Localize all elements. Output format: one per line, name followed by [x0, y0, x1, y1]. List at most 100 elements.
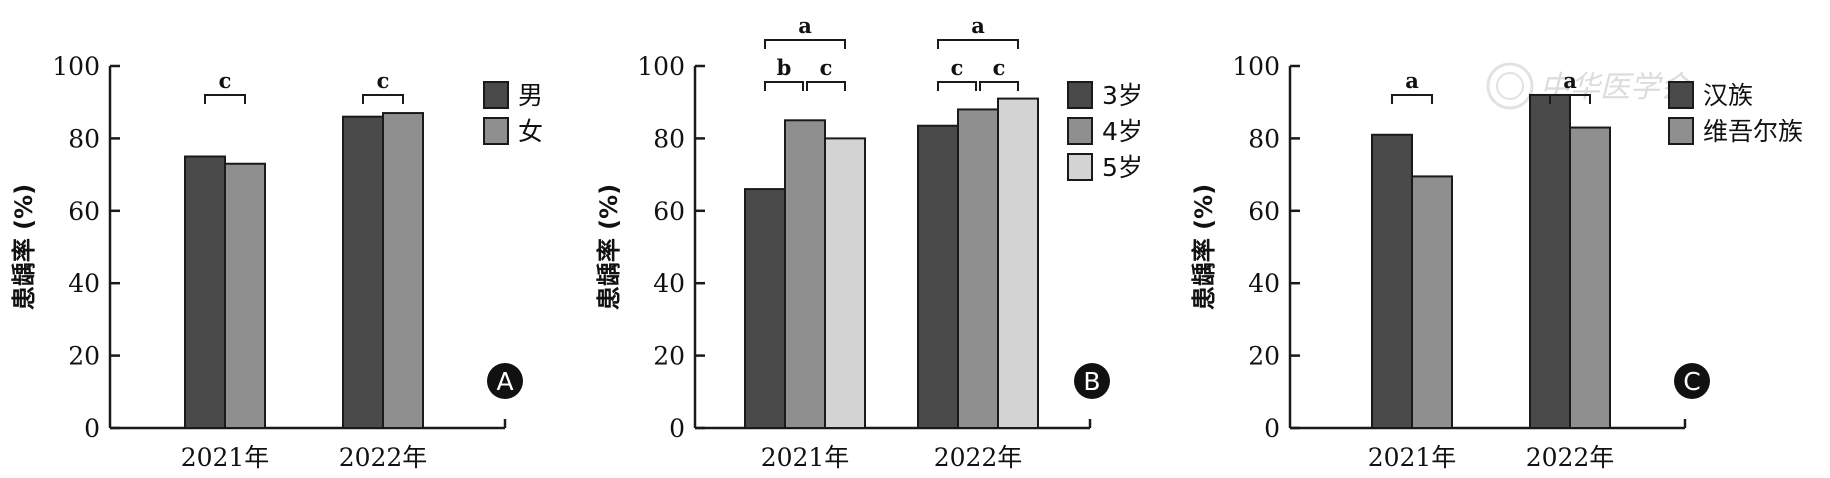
- panels: 0 20 40 60 80 100 患龋率 (%) 2021年 2022年 c c 男女 A 0 20 40 6…: [10, 13, 1803, 472]
- y-tick-label: 100: [1232, 52, 1280, 81]
- panel-badge-label: C: [1683, 367, 1700, 396]
- legend: 男女: [483, 81, 543, 146]
- y-tick-label: 100: [637, 52, 685, 81]
- bar-a-1-1: [382, 112, 424, 429]
- significance-label: a: [971, 13, 985, 38]
- y-tick-label: 0: [1264, 414, 1280, 443]
- y-tick-label: 60: [653, 197, 685, 226]
- y-tick-label: 80: [653, 124, 685, 153]
- legend-item: 5岁: [1067, 153, 1143, 182]
- y-tick-label: 20: [68, 342, 100, 371]
- significance-label: c: [219, 68, 232, 93]
- legend-item: 4岁: [1067, 117, 1143, 146]
- legend-swatch: [1067, 117, 1093, 145]
- chart-panel-a: 0 20 40 60 80 100 患龋率 (%) 2021年 2022年 c c 男女 A: [10, 52, 543, 472]
- legend-label: 3岁: [1102, 81, 1143, 110]
- y-tick-label: 60: [1248, 197, 1280, 226]
- legend-label: 女: [518, 117, 543, 146]
- y-tick-label: 0: [84, 414, 100, 443]
- legend-label: 男: [518, 81, 543, 110]
- legend-item: 男: [483, 81, 543, 110]
- bar-a-0-1: [224, 162, 266, 430]
- legend-label: 维吾尔族: [1703, 117, 1803, 146]
- legend-item: 女: [483, 117, 543, 146]
- x-tick-label: 2022年: [934, 443, 1023, 472]
- bar-c-1-1: [1569, 126, 1611, 429]
- legend-label: 4岁: [1102, 117, 1143, 146]
- watermark-seal-icon: [1486, 62, 1534, 110]
- panel-badge: B: [1074, 363, 1110, 399]
- legend: 3岁 4岁 5岁: [1067, 81, 1143, 182]
- significance-label: c: [820, 55, 833, 80]
- x-tick-label: 2021年: [1368, 443, 1457, 472]
- panel-badge-circle: [1074, 363, 1110, 399]
- panel-badge-label: B: [1083, 367, 1100, 396]
- bar-b-1-2: [997, 97, 1039, 430]
- panel-badge-label: A: [496, 367, 513, 396]
- legend-swatch: [1067, 81, 1093, 109]
- legend-swatch: [1668, 117, 1694, 145]
- watermark-seal-inner-icon: [1496, 72, 1524, 100]
- significance-bracket: b: [764, 55, 804, 91]
- y-tick-label: 80: [68, 124, 100, 153]
- bar-b-1-0: [917, 124, 959, 429]
- y-tick-label: 100: [52, 52, 100, 81]
- significance-label: c: [377, 68, 390, 93]
- significance-bracket: a: [764, 13, 846, 49]
- significance-bracket: c: [979, 55, 1019, 91]
- panel-badge-circle: [1674, 363, 1710, 399]
- bar-b-0-2: [824, 137, 866, 429]
- significance-bracket: c: [204, 68, 246, 104]
- panel-badge: A: [487, 363, 523, 399]
- legend-swatch: [483, 117, 509, 145]
- legend-swatch: [483, 81, 509, 109]
- significance-bracket: a: [937, 13, 1019, 49]
- y-tick-label: 40: [68, 269, 100, 298]
- significance-bracket: c: [806, 55, 846, 91]
- bar-b-0-0: [744, 188, 786, 429]
- x-tick-label: 2021年: [761, 443, 850, 472]
- y-tick-label: 20: [1248, 342, 1280, 371]
- y-tick-label: 80: [1248, 124, 1280, 153]
- bar-c-0-0: [1371, 133, 1413, 429]
- x-tick-label: 2022年: [1526, 443, 1615, 472]
- panel-badge-circle: [487, 363, 523, 399]
- bar-c-0-1: [1411, 175, 1453, 429]
- significance-bracket: a: [1391, 68, 1433, 104]
- significance-label: a: [1563, 68, 1577, 93]
- legend-item: 汉族: [1668, 81, 1753, 110]
- y-axis-label: 患龋率 (%): [1190, 184, 1218, 310]
- significance-label: a: [798, 13, 812, 38]
- significance-label: c: [993, 55, 1006, 80]
- significance-label: b: [777, 55, 792, 80]
- legend-swatch: [1668, 81, 1694, 109]
- y-axis-label: 患龋率 (%): [10, 184, 38, 310]
- y-tick-label: 20: [653, 342, 685, 371]
- y-tick-label: 40: [653, 269, 685, 298]
- bar-b-0-1: [784, 119, 826, 430]
- x-tick-label: 2022年: [339, 443, 428, 472]
- significance-bracket: a: [1549, 68, 1591, 104]
- bar-b-1-1: [957, 108, 999, 429]
- panel-badge: C: [1674, 363, 1710, 399]
- y-axis-label: 患龋率 (%): [595, 184, 623, 310]
- significance-bracket: c: [937, 55, 977, 91]
- y-tick-label: 40: [1248, 269, 1280, 298]
- significance-bracket: c: [362, 68, 404, 104]
- y-tick-label: 0: [669, 414, 685, 443]
- legend-item: 3岁: [1067, 81, 1143, 110]
- bar-a-0-0: [184, 155, 226, 429]
- bar-a-1-0: [342, 115, 384, 430]
- y-tick-label: 60: [68, 197, 100, 226]
- bar-c-1-0: [1529, 93, 1571, 430]
- significance-label: a: [1405, 68, 1419, 93]
- x-tick-label: 2021年: [181, 443, 270, 472]
- legend-item: 维吾尔族: [1668, 117, 1803, 146]
- legend-label: 汉族: [1703, 81, 1753, 110]
- legend-swatch: [1067, 153, 1093, 181]
- legend-label: 5岁: [1102, 153, 1143, 182]
